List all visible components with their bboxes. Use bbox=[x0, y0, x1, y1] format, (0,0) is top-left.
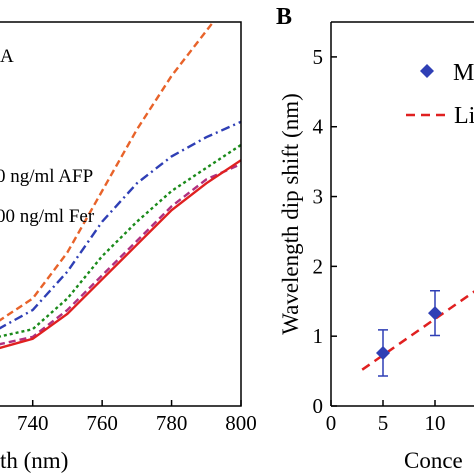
x-tick-label: 0 bbox=[326, 411, 337, 435]
panel-a: A 0 ng/ml AFP 00 ng/ml Fer 740 760 780 800 … bbox=[0, 21, 257, 473]
x-axis-label: th (nm) bbox=[0, 448, 68, 473]
legend-entry-linear-fit: Li bbox=[454, 103, 474, 129]
linear-fit-line bbox=[361, 290, 474, 371]
panel-b: B 0 1 2 3 4 5 0 5 10 Wavelength dip shift (nm) C… bbox=[276, 4, 474, 473]
y-axis-label: Wavelength dip shift (nm) bbox=[278, 93, 303, 335]
x-axis-label-b: Conce bbox=[404, 448, 463, 473]
series-line-3 bbox=[0, 143, 241, 338]
panel-b-plot bbox=[361, 290, 474, 377]
data-point-marker bbox=[376, 345, 390, 360]
series-line-5 bbox=[0, 159, 241, 350]
legend-diamond-marker bbox=[420, 64, 434, 78]
legend-entry-fer: 00 ng/ml Fer bbox=[0, 206, 95, 227]
panel-b-ticks: 0 1 2 3 4 5 0 5 10 bbox=[313, 45, 446, 435]
y-tick-label: 1 bbox=[313, 324, 324, 348]
y-tick-label: 4 bbox=[313, 115, 324, 139]
x-tick-label: 780 bbox=[156, 411, 188, 435]
data-point-marker bbox=[428, 306, 442, 321]
x-tick-label: 5 bbox=[378, 411, 389, 435]
y-tick-label: 2 bbox=[313, 254, 324, 278]
series-line-4 bbox=[0, 163, 241, 346]
panel-a-label: A bbox=[0, 46, 14, 67]
x-tick-label: 10 bbox=[425, 411, 446, 435]
x-tick-label: 800 bbox=[225, 411, 257, 435]
panel-b-label: B bbox=[276, 4, 292, 30]
legend-entry-measured: M bbox=[453, 60, 474, 86]
legend-entry-afp: 0 ng/ml AFP bbox=[0, 166, 93, 187]
spectra-curves bbox=[0, 22, 241, 350]
panel-a-frame bbox=[0, 21, 242, 407]
x-tick-label: 740 bbox=[17, 411, 49, 435]
y-tick-label: 0 bbox=[313, 394, 324, 418]
x-axis-ticks: 740 760 780 800 bbox=[17, 400, 257, 435]
y-tick-label: 3 bbox=[313, 185, 324, 209]
y-tick-label: 5 bbox=[313, 45, 324, 69]
series-line-2 bbox=[0, 120, 241, 330]
x-tick-label: 760 bbox=[86, 411, 118, 435]
series-line-1 bbox=[0, 22, 215, 322]
